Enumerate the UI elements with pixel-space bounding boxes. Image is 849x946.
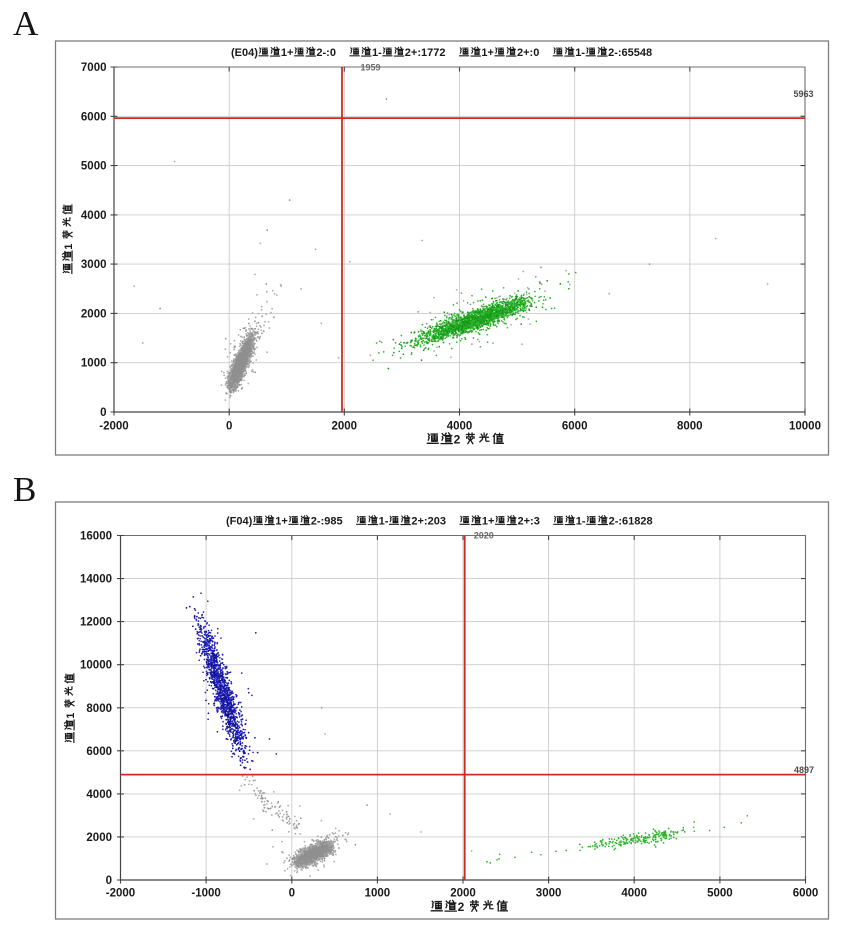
- svg-text:1-: 1-: [575, 47, 585, 59]
- svg-text:4000: 4000: [86, 789, 112, 801]
- svg-text:1+: 1+: [275, 516, 288, 528]
- svg-text:6000: 6000: [562, 421, 588, 433]
- svg-text:1-: 1-: [576, 516, 586, 528]
- svg-text:-2000: -2000: [106, 887, 135, 899]
- svg-text:2000: 2000: [81, 308, 107, 320]
- svg-text:14000: 14000: [80, 574, 112, 586]
- svg-text:0: 0: [106, 875, 112, 887]
- svg-text:1959: 1959: [361, 63, 381, 73]
- svg-text:1: 1: [65, 713, 77, 719]
- svg-text:2+:203: 2+:203: [411, 516, 446, 528]
- svg-text:2: 2: [458, 900, 465, 914]
- svg-text:10000: 10000: [789, 421, 821, 433]
- svg-text:5000: 5000: [81, 161, 107, 173]
- svg-text:2+:3: 2+:3: [518, 516, 540, 528]
- svg-text:5000: 5000: [707, 887, 733, 899]
- svg-text:6000: 6000: [81, 111, 107, 123]
- svg-text:4897: 4897: [794, 765, 814, 775]
- svg-text:2000: 2000: [332, 421, 358, 433]
- svg-text:4000: 4000: [447, 421, 473, 433]
- svg-text:2-:65548: 2-:65548: [608, 47, 652, 59]
- svg-text:2: 2: [454, 433, 461, 447]
- svg-text:1+: 1+: [481, 47, 494, 59]
- svg-text:0: 0: [100, 407, 106, 419]
- svg-text:0: 0: [289, 887, 295, 899]
- svg-text:0: 0: [226, 421, 232, 433]
- svg-text:8000: 8000: [677, 421, 703, 433]
- svg-text:4000: 4000: [621, 887, 647, 899]
- svg-text:1000: 1000: [365, 887, 391, 899]
- svg-text:5963: 5963: [793, 89, 813, 99]
- svg-text:6000: 6000: [86, 746, 112, 758]
- svg-text:3000: 3000: [536, 887, 562, 899]
- svg-text:6000: 6000: [793, 887, 819, 899]
- svg-text:1+: 1+: [281, 47, 294, 59]
- svg-text:1+: 1+: [482, 516, 495, 528]
- svg-text:2-:61828: 2-:61828: [609, 516, 653, 528]
- svg-text:2000: 2000: [450, 887, 476, 899]
- svg-text:A: A: [13, 4, 39, 43]
- svg-text:(E04): (E04): [231, 47, 258, 59]
- svg-text:2000: 2000: [86, 832, 112, 844]
- svg-text:7000: 7000: [81, 62, 107, 74]
- svg-text:2-:0: 2-:0: [316, 47, 336, 59]
- svg-text:B: B: [13, 470, 36, 509]
- svg-text:1: 1: [63, 244, 75, 250]
- svg-text:4000: 4000: [81, 210, 107, 222]
- svg-text:3000: 3000: [81, 259, 107, 271]
- svg-text:2+:1772: 2+:1772: [405, 47, 446, 59]
- svg-text:2020: 2020: [474, 531, 494, 541]
- svg-text:16000: 16000: [80, 531, 112, 543]
- svg-text:2-:985: 2-:985: [311, 516, 343, 528]
- svg-text:-2000: -2000: [99, 421, 128, 433]
- svg-text:2+:0: 2+:0: [517, 47, 539, 59]
- svg-text:8000: 8000: [86, 703, 112, 715]
- svg-text:12000: 12000: [80, 617, 112, 629]
- svg-text:1-: 1-: [379, 516, 389, 528]
- svg-text:(F04): (F04): [226, 516, 253, 528]
- svg-text:1-: 1-: [372, 47, 382, 59]
- svg-text:1000: 1000: [81, 358, 107, 370]
- svg-text:-1000: -1000: [191, 887, 220, 899]
- svg-text:10000: 10000: [80, 660, 112, 672]
